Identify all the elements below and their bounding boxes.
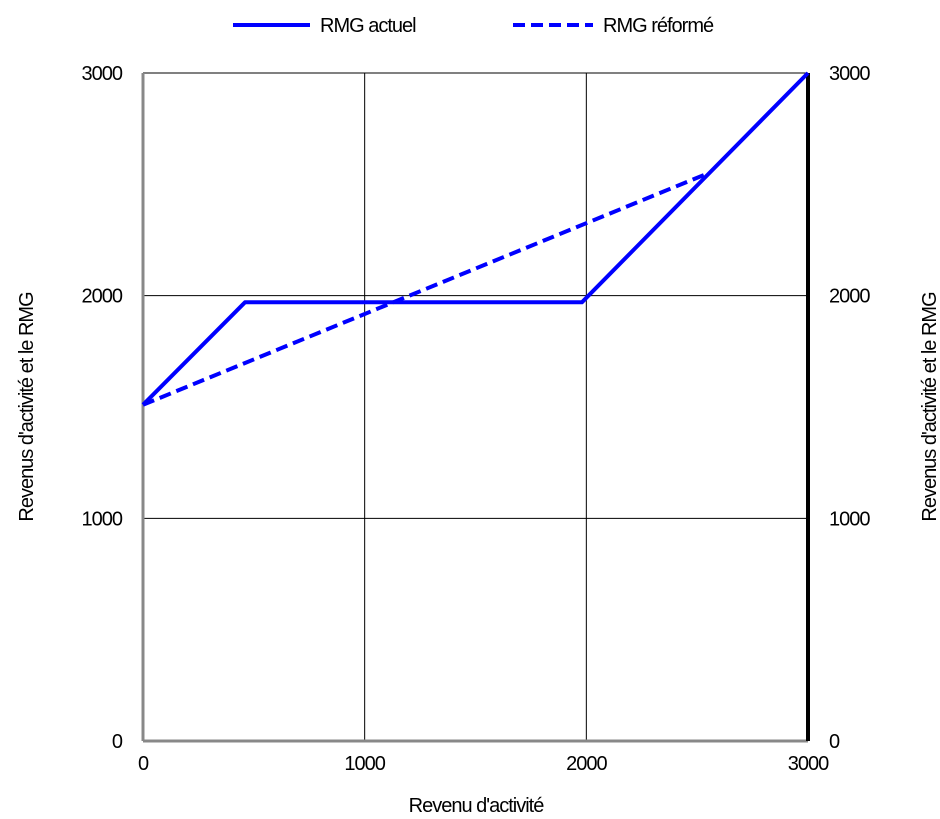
x-ticks: 0 1000 2000 3000 — [138, 753, 830, 775]
x-tick-1000: 1000 — [344, 753, 385, 775]
y-axis-title-left: Revenus d'activité et le RMG — [16, 292, 38, 522]
legend-label-rmg-actuel: RMG actuel — [320, 15, 416, 37]
y-axis-title-right: Revenus d'activité et le RMG — [919, 292, 940, 522]
legend-label-rmg-reforme: RMG réformé — [603, 15, 714, 37]
x-tick-0: 0 — [138, 753, 149, 775]
y-ticks-right: 0 1000 2000 3000 — [829, 63, 871, 753]
x-tick-2000: 2000 — [566, 753, 607, 775]
y-tick-right-0: 0 — [829, 731, 840, 753]
series-line-rmg-actuel — [141, 71, 810, 407]
series-line-rmg-reforme — [142, 171, 710, 407]
y-tick-right-1000: 1000 — [829, 508, 870, 530]
gridlines — [143, 72, 808, 741]
legend: RMG actuel RMG réformé — [233, 15, 715, 37]
x-axis-title: Revenu d'activité — [409, 795, 545, 817]
y-tick-left-2000: 2000 — [82, 286, 123, 308]
y-tick-left-1000: 1000 — [82, 508, 123, 530]
y-tick-right-2000: 2000 — [829, 286, 870, 308]
y-tick-right-3000: 3000 — [829, 63, 870, 85]
y-tick-left-0: 0 — [112, 731, 123, 753]
y-tick-left-3000: 3000 — [82, 63, 123, 85]
x-tick-3000: 3000 — [788, 753, 829, 775]
y-ticks-left: 0 1000 2000 3000 — [82, 63, 124, 753]
series-group — [141, 71, 810, 407]
